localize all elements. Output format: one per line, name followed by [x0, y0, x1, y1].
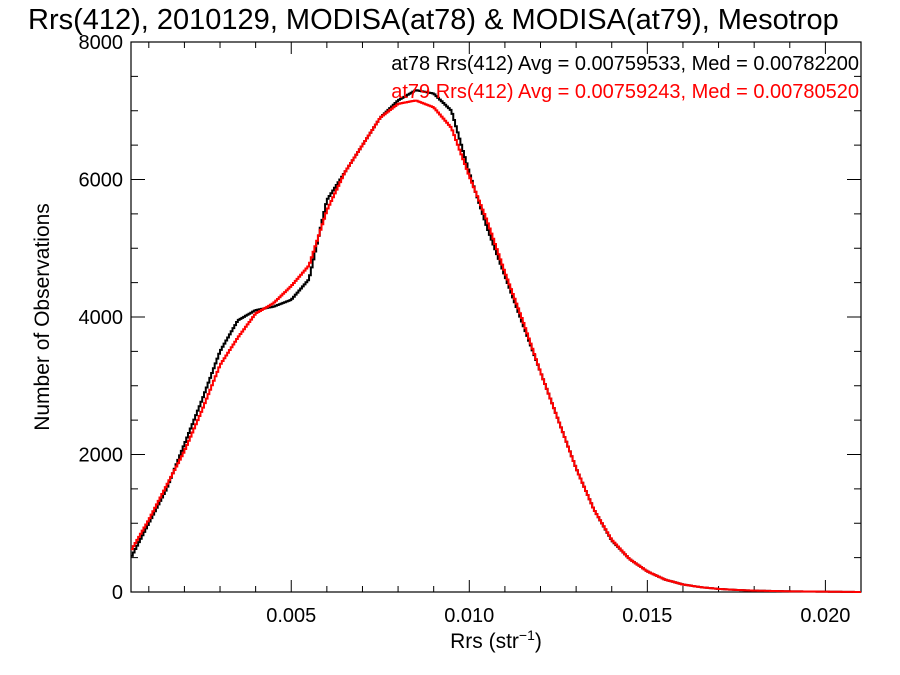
x-axis-label-superscript: −1: [519, 627, 535, 643]
y-axis-label: Number of Observations: [31, 203, 54, 431]
y-tick-label: 0: [112, 582, 123, 604]
legend: at78 Rrs(412) Avg = 0.00759533, Med = 0.…: [391, 53, 859, 103]
legend-entry-at79: at79 Rrs(412) Avg = 0.00759243, Med = 0.…: [391, 81, 859, 103]
y-axis-tick-labels: 0 2000 4000 6000 8000: [79, 32, 124, 604]
y-tick-label: 8000: [79, 32, 124, 54]
y-axis-ticks: [131, 41, 861, 593]
x-axis-label: Rrs (str−1): [450, 627, 542, 653]
series-line-at79: [131, 99, 861, 593]
legend-entry-at78: at78 Rrs(412) Avg = 0.00759533, Med = 0.…: [391, 53, 859, 75]
x-axis-label-suffix: ): [535, 630, 542, 653]
x-tick-label: 0.015: [622, 605, 672, 627]
y-tick-label: 6000: [79, 170, 124, 192]
x-axis-label-text: Rrs (str: [450, 630, 519, 653]
x-tick-label: 0.005: [266, 605, 316, 627]
series-layer: [131, 89, 861, 593]
x-axis-ticks: [148, 42, 826, 592]
y-tick-label: 2000: [79, 445, 124, 467]
x-tick-label: 0.020: [800, 605, 850, 627]
chart-title: Rrs(412), 2010129, MODISA(at78) & MODISA…: [28, 4, 839, 36]
series-line-at78: [131, 89, 861, 593]
x-axis-tick-labels: 0.005 0.010 0.015 0.020: [266, 605, 850, 627]
y-tick-label: 4000: [79, 307, 124, 329]
x-tick-label: 0.010: [444, 605, 494, 627]
